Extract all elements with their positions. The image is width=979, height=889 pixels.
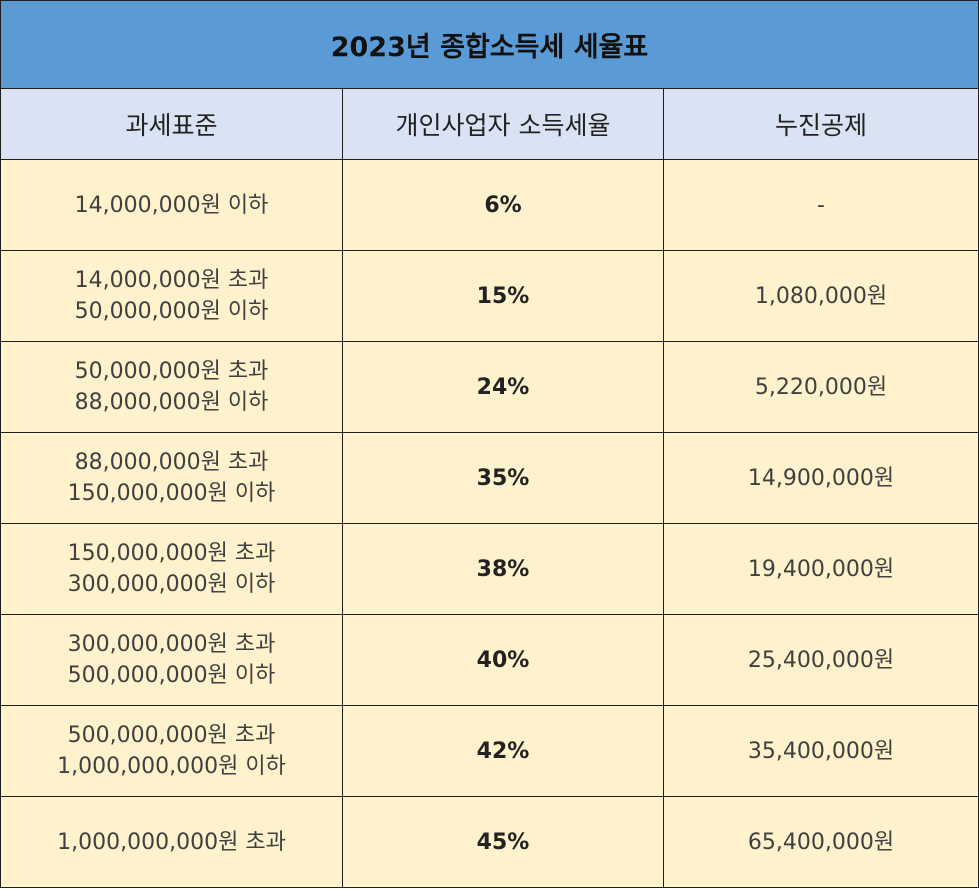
progressive-deduction-cell: - xyxy=(663,159,979,251)
progressive-deduction-cell: 25,400,000원 xyxy=(663,614,979,706)
tax-bracket-cell: 88,000,000원 초과 150,000,000원 이하 xyxy=(0,432,343,524)
table-row: 1,000,000,000원 초과 45% 65,400,000원 xyxy=(0,796,979,888)
tax-bracket-line: 88,000,000원 이하 xyxy=(74,390,269,415)
tax-bracket-line: 500,000,000원 초과 xyxy=(67,723,276,748)
tax-rate-cell: 38% xyxy=(342,523,664,615)
tax-bracket-line: 50,000,000원 초과 xyxy=(74,359,269,384)
header-progressive-deduction: 누진공제 xyxy=(663,88,979,160)
header-tax-base: 과세표준 xyxy=(0,88,343,160)
tax-bracket-cell: 14,000,000원 초과 50,000,000원 이하 xyxy=(0,250,343,342)
table-row: 88,000,000원 초과 150,000,000원 이하 35% 14,900,0… xyxy=(0,432,979,524)
tax-bracket-line: 300,000,000원 이하 xyxy=(67,572,276,597)
tax-rate-cell: 15% xyxy=(342,250,664,342)
tax-bracket-line: 14,000,000원 이하 xyxy=(74,192,269,218)
progressive-deduction-cell: 1,080,000원 xyxy=(663,250,979,342)
title-row: 2023년 종합소득세 세율표 xyxy=(0,0,979,89)
progressive-deduction-cell: 35,400,000원 xyxy=(663,705,979,797)
tax-bracket-cell: 150,000,000원 초과 300,000,000원 이하 xyxy=(0,523,343,615)
header-row: 과세표준 개인사업자 소득세율 누진공제 xyxy=(0,88,979,160)
progressive-deduction-cell: 65,400,000원 xyxy=(663,796,979,888)
tax-bracket-line: 150,000,000원 이하 xyxy=(67,481,276,506)
tax-bracket-cell: 50,000,000원 초과 88,000,000원 이하 xyxy=(0,341,343,433)
table-row: 150,000,000원 초과 300,000,000원 이하 38% 19,400,… xyxy=(0,523,979,615)
progressive-deduction-cell: 5,220,000원 xyxy=(663,341,979,433)
tax-bracket-line: 1,000,000,000원 초과 xyxy=(57,829,286,855)
table-row: 500,000,000원 초과 1,000,000,000원 이하 42% 35,40… xyxy=(0,705,979,797)
tax-bracket-line: 300,000,000원 초과 xyxy=(67,632,276,657)
tax-rate-cell: 6% xyxy=(342,159,664,251)
table-title: 2023년 종합소득세 세율표 xyxy=(0,0,979,89)
tax-bracket-line: 500,000,000원 이하 xyxy=(67,663,276,688)
table-row: 300,000,000원 초과 500,000,000원 이하 40% 25,400,… xyxy=(0,614,979,706)
tax-rate-cell: 35% xyxy=(342,432,664,524)
table-body: 14,000,000원 이하 6% - 14,000,000원 초과 50,000,00… xyxy=(0,159,979,888)
tax-rate-cell: 45% xyxy=(342,796,664,888)
header-tax-rate: 개인사업자 소득세율 xyxy=(342,88,664,160)
tax-rate-cell: 40% xyxy=(342,614,664,706)
tax-bracket-line: 1,000,000,000원 이하 xyxy=(57,754,286,779)
table-row: 50,000,000원 초과 88,000,000원 이하 24% 5,220,000… xyxy=(0,341,979,433)
progressive-deduction-cell: 19,400,000원 xyxy=(663,523,979,615)
tax-bracket-cell: 14,000,000원 이하 xyxy=(0,159,343,251)
tax-bracket-line: 14,000,000원 초과 xyxy=(74,268,269,293)
tax-bracket-cell: 1,000,000,000원 초과 xyxy=(0,796,343,888)
tax-bracket-line: 150,000,000원 초과 xyxy=(67,541,276,566)
table-row: 14,000,000원 초과 50,000,000원 이하 15% 1,080,000… xyxy=(0,250,979,342)
tax-rate-cell: 42% xyxy=(342,705,664,797)
progressive-deduction-cell: 14,900,000원 xyxy=(663,432,979,524)
table-row: 14,000,000원 이하 6% - xyxy=(0,159,979,251)
tax-bracket-cell: 500,000,000원 초과 1,000,000,000원 이하 xyxy=(0,705,343,797)
tax-bracket-line: 50,000,000원 이하 xyxy=(74,299,269,324)
tax-rate-cell: 24% xyxy=(342,341,664,433)
tax-bracket-line: 88,000,000원 초과 xyxy=(74,450,269,475)
tax-bracket-cell: 300,000,000원 초과 500,000,000원 이하 xyxy=(0,614,343,706)
